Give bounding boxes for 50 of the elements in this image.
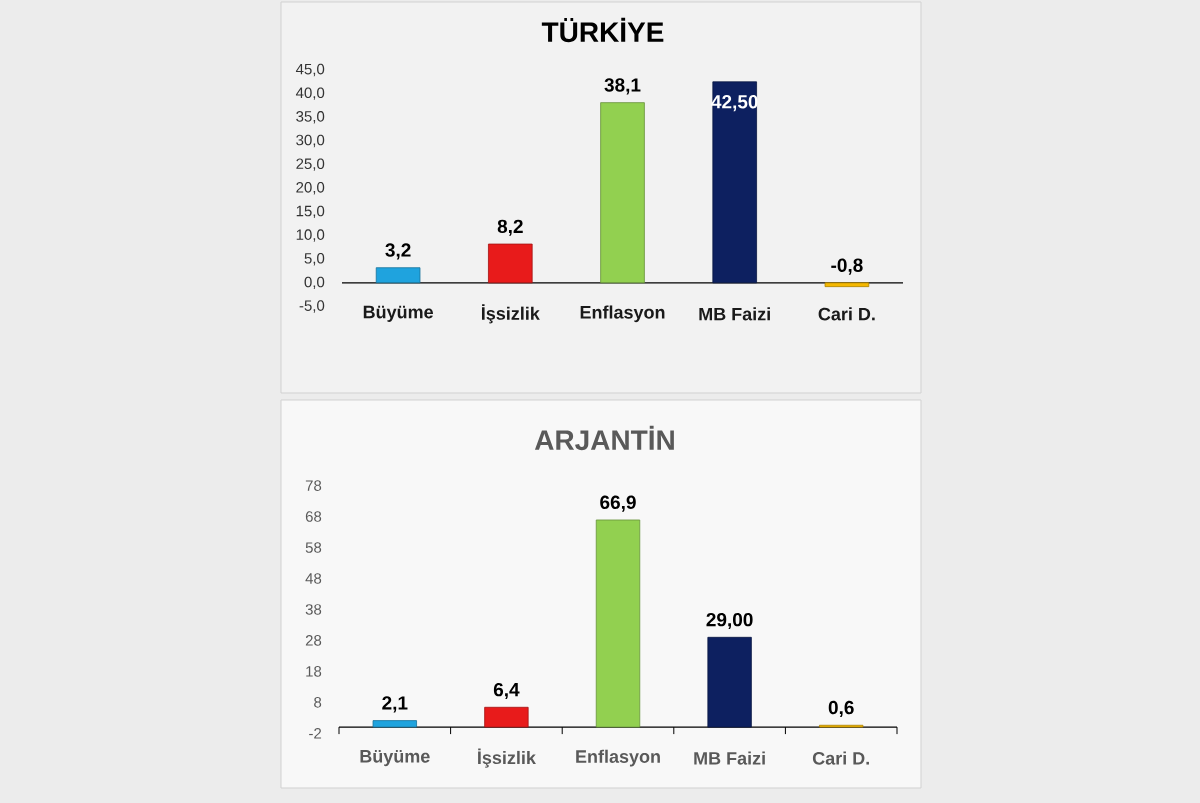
y-tick-label: 68 [305, 511, 322, 522]
bar [824, 282, 870, 288]
x-tick-label: Cari D. [818, 307, 875, 321]
y-tick-label: 0,0 [304, 276, 325, 290]
bar [595, 519, 641, 728]
y-tick-label: 30,0 [296, 134, 325, 148]
y-tick-label: 10,0 [296, 229, 325, 242]
bar [375, 267, 421, 284]
y-tick-label: 35,0 [296, 111, 325, 124]
data-label: 66,9 [600, 495, 636, 512]
bar [712, 81, 757, 284]
y-tick-label: 48 [305, 573, 322, 584]
data-label: 3,2 [385, 243, 411, 260]
y-tick-label: 78 [305, 480, 322, 491]
x-tick-label: İşsizlik [481, 304, 540, 324]
x-tick-label: MB Faizi [699, 307, 770, 321]
y-tick-label: 40,0 [295, 87, 325, 100]
data-label: -0,8 [831, 258, 863, 275]
bar [707, 636, 752, 728]
y-tick-label: 25,0 [296, 158, 325, 171]
y-tick-label: 5,0 [304, 253, 325, 266]
bar [600, 102, 645, 284]
bar [484, 706, 529, 728]
bar [488, 243, 533, 284]
y-tick-label: 38 [305, 604, 322, 615]
data-label: 8,2 [497, 219, 523, 236]
data-label: 38,1 [604, 78, 641, 95]
data-label: 29,00 [706, 612, 753, 630]
x-tick-label: MB Faizi [694, 751, 765, 765]
y-tick-label: -2 [309, 728, 322, 739]
chart-title: TÜRKİYE [541, 17, 664, 43]
data-label: 6,4 [493, 682, 520, 700]
y-tick-label: 15,0 [296, 205, 325, 219]
data-label: 2,1 [382, 696, 408, 713]
y-tick-label: 45,0 [295, 63, 325, 77]
y-tick-label: 20,0 [296, 182, 325, 195]
y-tick-label: 18 [306, 666, 322, 677]
y-tick-label: 8 [314, 697, 322, 708]
x-tick-label: Büyüme [360, 750, 430, 767]
x-tick-label: Enflasyon [576, 749, 660, 767]
bar [372, 720, 417, 728]
chart-title: ARJANTİN [534, 425, 674, 451]
data-label: 0,6 [828, 700, 854, 718]
x-tick-label: Cari D. [812, 751, 869, 765]
y-tick-label: 58 [305, 542, 322, 553]
x-tick-label: Enflasyon [580, 305, 665, 323]
y-tick-label: -5,0 [299, 300, 325, 313]
x-tick-label: Büyüme [363, 305, 433, 322]
y-tick-label: 28 [305, 635, 322, 646]
x-tick-label: İşsizlik [478, 748, 536, 768]
